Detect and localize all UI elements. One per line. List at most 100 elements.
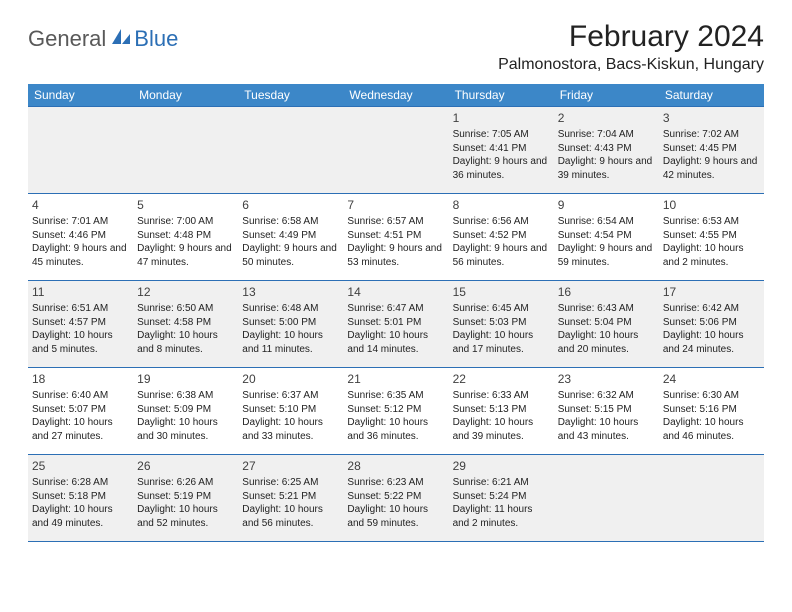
title-block: February 2024 Palmonostora, Bacs-Kiskun,…	[498, 20, 764, 74]
day-number: 6	[242, 197, 339, 213]
day-cell: 20 Sunrise: 6:37 AMSunset: 5:10 PMDayligh…	[238, 368, 343, 454]
weeks-container: 1Sunrise: 7:05 AMSunset: 4:41 PMDaylight…	[28, 106, 764, 542]
sunset-text: Sunset: 4:55 PM	[663, 229, 760, 243]
daylight-text: Daylight: 9 hours and 56 minutes.	[453, 242, 550, 269]
header: General Blue February 2024 Palmonostora,…	[28, 20, 764, 74]
sunset-text: Sunset: 5:24 PM	[453, 490, 550, 504]
day-cell: 18Sunrise: 6:40 AMSunset: 5:07 PMDayligh…	[28, 368, 133, 454]
sunset-text: Sunset: 5:06 PM	[663, 316, 760, 330]
day-cell: 4Sunrise: 7:01 AMSunset: 4:46 PMDaylight…	[28, 194, 133, 280]
daylight-text: Daylight: 10 hours and 2 minutes.	[663, 242, 760, 269]
logo-text-blue: Blue	[134, 26, 178, 52]
day-number: 23	[558, 371, 655, 387]
day-number: 18	[32, 371, 129, 387]
weekday-header: Friday	[554, 84, 659, 106]
sunrise-text: Sunrise: 6:38 AM	[137, 389, 234, 403]
week-row: 1Sunrise: 7:05 AMSunset: 4:41 PMDaylight…	[28, 106, 764, 193]
weekday-header: Sunday	[28, 84, 133, 106]
sunrise-text: Sunrise: 6:58 AM	[242, 215, 339, 229]
sunset-text: Sunset: 4:43 PM	[558, 142, 655, 156]
day-cell: 1Sunrise: 7:05 AMSunset: 4:41 PMDaylight…	[449, 107, 554, 193]
day-number: 19	[137, 371, 234, 387]
weekday-header-row: Sunday Monday Tuesday Wednesday Thursday…	[28, 84, 764, 106]
daylight-text: Daylight: 10 hours and 20 minutes.	[558, 329, 655, 356]
day-cell: 13Sunrise: 6:48 AMSunset: 5:00 PMDayligh…	[238, 281, 343, 367]
week-row: 25Sunrise: 6:28 AMSunset: 5:18 PMDayligh…	[28, 454, 764, 542]
sunrise-text: Sunrise: 6:26 AM	[137, 476, 234, 490]
daylight-text: Daylight: 10 hours and 5 minutes.	[32, 329, 129, 356]
day-number: 11	[32, 284, 129, 300]
day-number: 26	[137, 458, 234, 474]
day-number: 13	[242, 284, 339, 300]
sunrise-text: Sunrise: 6:37 AM	[242, 389, 339, 403]
sunset-text: Sunset: 5:04 PM	[558, 316, 655, 330]
sunrise-text: Sunrise: 6:33 AM	[453, 389, 550, 403]
day-cell: 10Sunrise: 6:53 AMSunset: 4:55 PMDayligh…	[659, 194, 764, 280]
weekday-header: Saturday	[659, 84, 764, 106]
day-number: 24	[663, 371, 760, 387]
sunrise-text: Sunrise: 6:56 AM	[453, 215, 550, 229]
sunset-text: Sunset: 5:10 PM	[242, 403, 339, 417]
sunset-text: Sunset: 5:09 PM	[137, 403, 234, 417]
logo-text-general: General	[28, 26, 106, 52]
sunrise-text: Sunrise: 6:48 AM	[242, 302, 339, 316]
sunset-text: Sunset: 5:19 PM	[137, 490, 234, 504]
day-cell	[554, 455, 659, 541]
day-cell: 17Sunrise: 6:42 AMSunset: 5:06 PMDayligh…	[659, 281, 764, 367]
month-title: February 2024	[498, 20, 764, 54]
day-number: 29	[453, 458, 550, 474]
daylight-text: Daylight: 10 hours and 11 minutes.	[242, 329, 339, 356]
sunset-text: Sunset: 5:21 PM	[242, 490, 339, 504]
day-cell: 5Sunrise: 7:00 AMSunset: 4:48 PMDaylight…	[133, 194, 238, 280]
sunrise-text: Sunrise: 6:47 AM	[347, 302, 444, 316]
day-number: 21	[347, 371, 444, 387]
day-number: 17	[663, 284, 760, 300]
sunset-text: Sunset: 4:51 PM	[347, 229, 444, 243]
day-cell	[343, 107, 448, 193]
day-number: 20	[242, 371, 339, 387]
sunrise-text: Sunrise: 6:32 AM	[558, 389, 655, 403]
day-number: 2	[558, 110, 655, 126]
day-number: 5	[137, 197, 234, 213]
daylight-text: Daylight: 10 hours and 52 minutes.	[137, 503, 234, 530]
day-number: 28	[347, 458, 444, 474]
day-number: 1	[453, 110, 550, 126]
daylight-text: Daylight: 10 hours and 30 minutes.	[137, 416, 234, 443]
day-cell: 22Sunrise: 6:33 AMSunset: 5:13 PMDayligh…	[449, 368, 554, 454]
day-number: 16	[558, 284, 655, 300]
sunrise-text: Sunrise: 6:43 AM	[558, 302, 655, 316]
day-cell	[133, 107, 238, 193]
daylight-text: Daylight: 10 hours and 24 minutes.	[663, 329, 760, 356]
daylight-text: Daylight: 9 hours and 53 minutes.	[347, 242, 444, 269]
daylight-text: Daylight: 10 hours and 33 minutes.	[242, 416, 339, 443]
sunrise-text: Sunrise: 6:51 AM	[32, 302, 129, 316]
sunset-text: Sunset: 4:58 PM	[137, 316, 234, 330]
location-text: Palmonostora, Bacs-Kiskun, Hungary	[498, 56, 764, 74]
sunset-text: Sunset: 5:07 PM	[32, 403, 129, 417]
logo-sail-icon	[110, 28, 132, 51]
day-cell: 23Sunrise: 6:32 AMSunset: 5:15 PMDayligh…	[554, 368, 659, 454]
sunrise-text: Sunrise: 6:30 AM	[663, 389, 760, 403]
day-cell: 15Sunrise: 6:45 AMSunset: 5:03 PMDayligh…	[449, 281, 554, 367]
day-number: 3	[663, 110, 760, 126]
day-cell	[659, 455, 764, 541]
day-number: 14	[347, 284, 444, 300]
daylight-text: Daylight: 10 hours and 56 minutes.	[242, 503, 339, 530]
daylight-text: Daylight: 10 hours and 39 minutes.	[453, 416, 550, 443]
daylight-text: Daylight: 10 hours and 43 minutes.	[558, 416, 655, 443]
sunset-text: Sunset: 5:01 PM	[347, 316, 444, 330]
sunset-text: Sunset: 5:22 PM	[347, 490, 444, 504]
week-row: 18Sunrise: 6:40 AMSunset: 5:07 PMDayligh…	[28, 367, 764, 454]
calendar-grid: Sunday Monday Tuesday Wednesday Thursday…	[28, 84, 764, 542]
sunset-text: Sunset: 4:41 PM	[453, 142, 550, 156]
day-cell: 26 Sunrise: 6:26 AMSunset: 5:19 PMDayligh…	[133, 455, 238, 541]
sunrise-text: Sunrise: 6:50 AM	[137, 302, 234, 316]
sunrise-text: Sunrise: 6:57 AM	[347, 215, 444, 229]
weekday-header: Thursday	[449, 84, 554, 106]
weekday-header: Wednesday	[343, 84, 448, 106]
day-cell: 8Sunrise: 6:56 AMSunset: 4:52 PMDaylight…	[449, 194, 554, 280]
day-cell: 21Sunrise: 6:35 AMSunset: 5:12 PMDayligh…	[343, 368, 448, 454]
weekday-header: Monday	[133, 84, 238, 106]
sunset-text: Sunset: 4:52 PM	[453, 229, 550, 243]
sunrise-text: Sunrise: 6:54 AM	[558, 215, 655, 229]
